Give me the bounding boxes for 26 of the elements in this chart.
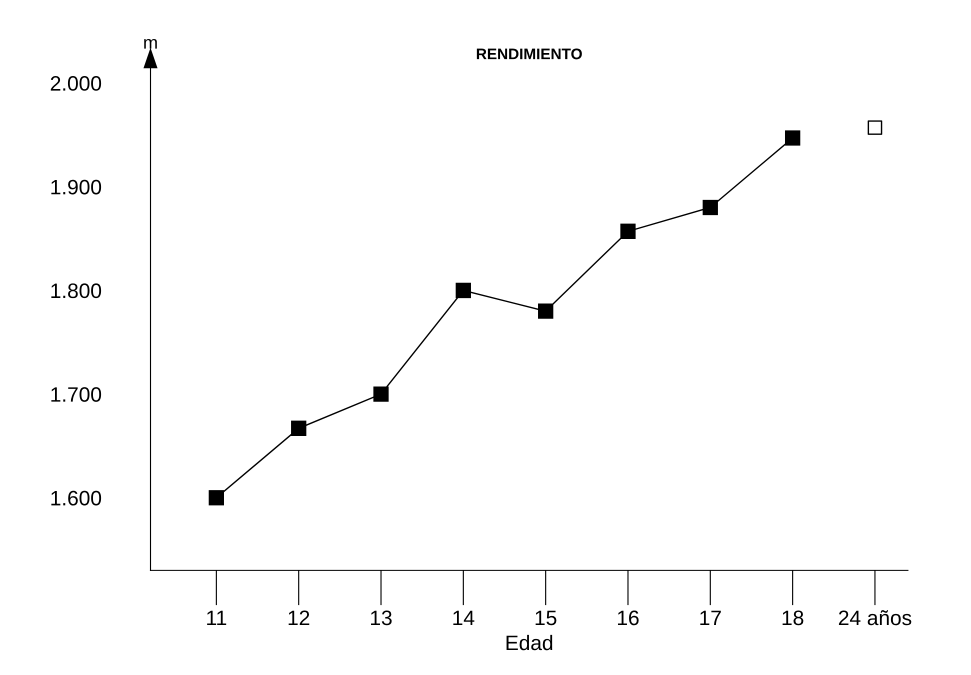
point — [208, 490, 224, 506]
x-tick-label: 15 — [536, 610, 556, 626]
x-tick-label: 17 — [700, 610, 721, 626]
x-tick-label: 14 — [453, 610, 474, 626]
x-tick-label: 13 — [371, 610, 392, 626]
x-tick-label: 24 años — [838, 610, 912, 626]
x-tick-label: 11 — [207, 610, 226, 626]
y-tick-label: 1.600 — [51, 490, 102, 506]
x-tick-label: 16 — [618, 610, 639, 626]
chart-title: RENDIMIENTO — [476, 48, 582, 60]
point — [784, 130, 800, 146]
point — [620, 224, 636, 239]
y-tick-label: 1.900 — [51, 180, 102, 194]
point — [373, 386, 389, 402]
y-tick-label: 2.000 — [50, 76, 102, 91]
point — [868, 120, 882, 135]
x-tick-label: 18 — [782, 610, 804, 626]
point — [702, 200, 718, 216]
y-axis-title: m — [144, 38, 157, 49]
x-axis-title: Edad — [506, 634, 552, 650]
point — [291, 420, 306, 436]
x-tick-label: 12 — [288, 610, 310, 626]
point — [456, 282, 471, 298]
y-tick-label: 1.800 — [51, 283, 102, 298]
point — [538, 304, 554, 319]
y-tick-label: 1.700 — [51, 387, 102, 402]
